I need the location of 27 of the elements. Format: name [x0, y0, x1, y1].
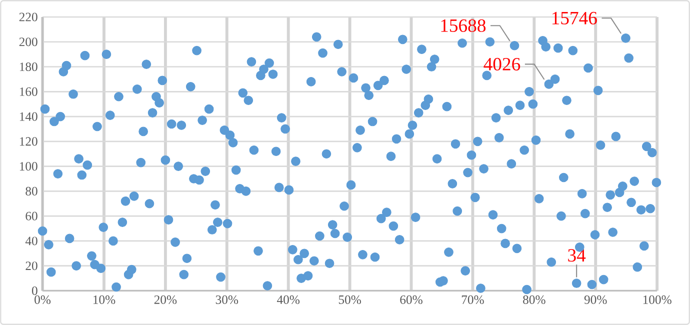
- y-tick-label: 40: [25, 236, 38, 246]
- annotation: 15688: [441, 19, 486, 32]
- x-tick-label: 60%: [400, 295, 422, 304]
- x-tick-label: 10%: [93, 295, 116, 304]
- y-tick-label: 0: [32, 286, 38, 296]
- annotation: 15746: [552, 12, 597, 24]
- x-tick-label: 40%: [276, 295, 300, 304]
- y-tick-label: 100: [20, 162, 38, 171]
- y-tick-label: 140: [20, 112, 38, 121]
- x-tick-label: 70%: [462, 295, 484, 304]
- x-tick-label: 0%: [34, 295, 51, 304]
- y-tick-label: 80: [26, 186, 38, 196]
- annotation: 34: [568, 249, 586, 262]
- x-tick-label: 100%: [643, 295, 672, 304]
- y-tick-label: 200: [19, 38, 38, 46]
- x-tick-label: 20%: [154, 295, 177, 304]
- y-tick-label: 220: [19, 12, 38, 22]
- x-tick-label: 80%: [523, 295, 546, 304]
- y-tick-label: 20: [26, 262, 38, 270]
- annotation: 4026: [484, 58, 520, 70]
- x-tick-label: 30%: [216, 295, 238, 304]
- x-tick-label: 90%: [584, 295, 607, 304]
- y-tick-label: 60: [26, 212, 38, 220]
- y-tick-label: 180: [20, 62, 38, 72]
- x-tick-label: 50%: [338, 295, 361, 304]
- y-tick-label: 120: [20, 137, 38, 146]
- y-tick-label: 160: [20, 87, 38, 96]
